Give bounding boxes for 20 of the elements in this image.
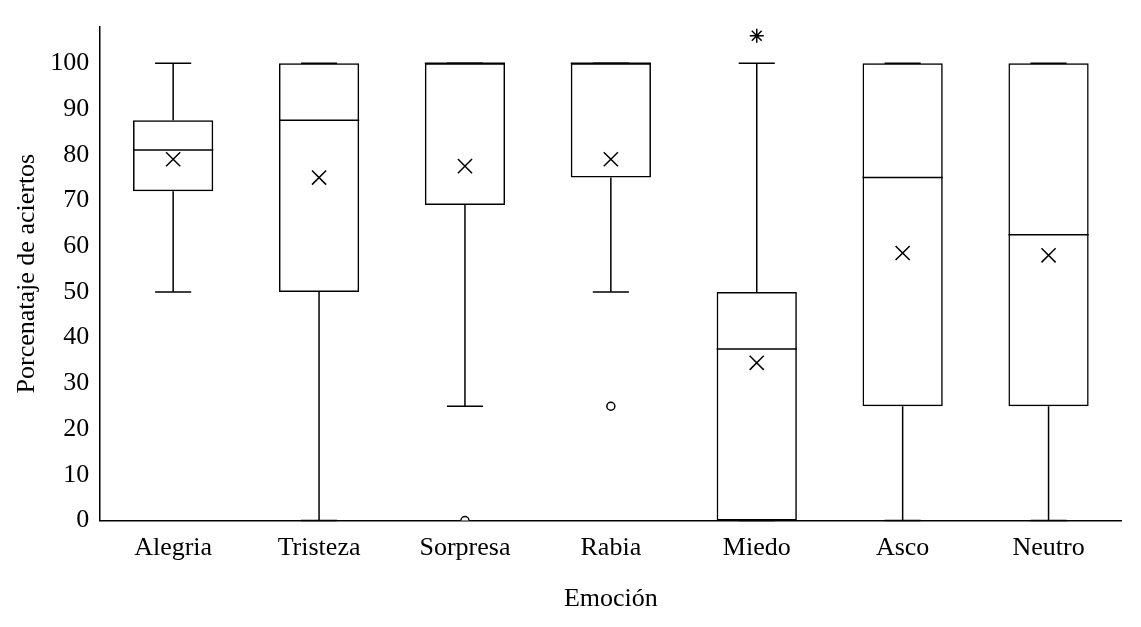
y-tick-label: 40: [63, 321, 90, 351]
x-tick-label: Sorpresa: [419, 532, 511, 562]
x-tick-label: Asco: [875, 532, 930, 562]
y-tick-label: 20: [63, 412, 90, 442]
y-tick-label: 90: [63, 92, 90, 122]
x-tick-label: Tristeza: [277, 532, 361, 562]
x-tick-label: Neutro: [1012, 532, 1085, 562]
y-tick-label: 50: [63, 275, 90, 305]
x-tick-label: Alegria: [134, 532, 213, 562]
x-tick-label: Miedo: [722, 532, 791, 562]
y-tick-label: 0: [76, 504, 90, 534]
y-tick-label: 70: [63, 184, 90, 214]
y-tick-label: 60: [63, 229, 90, 259]
x-axis-title: Emoción: [563, 583, 658, 613]
y-tick-label: 80: [63, 138, 90, 168]
y-tick-label: 10: [63, 458, 90, 488]
y-tick-label: 30: [63, 367, 90, 397]
y-axis-title: Porcenataje de aciertos: [11, 153, 41, 394]
y-tick-label: 100: [50, 47, 90, 77]
x-tick-label: Rabia: [580, 532, 642, 562]
